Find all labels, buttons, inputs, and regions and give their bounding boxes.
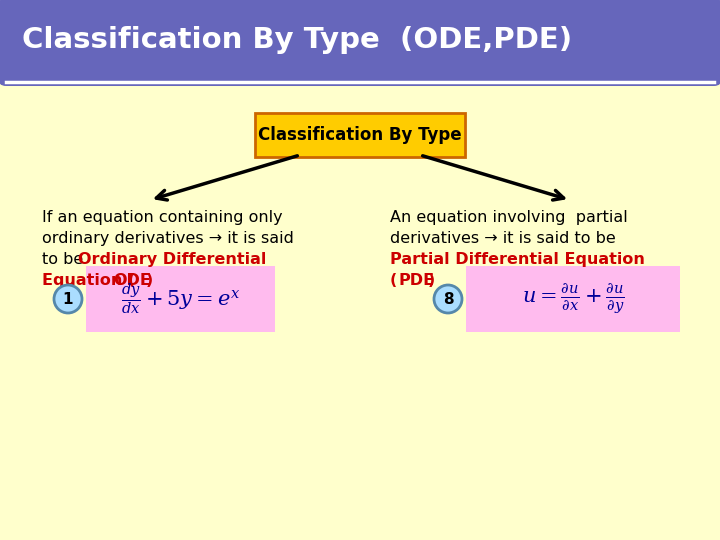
Text: ordinary derivatives → it is said: ordinary derivatives → it is said <box>42 231 294 246</box>
Text: Ordinary Differential: Ordinary Differential <box>78 252 266 267</box>
Bar <box>6 58 714 78</box>
Text: derivatives → it is said to be: derivatives → it is said to be <box>390 231 616 246</box>
Text: Equation (: Equation ( <box>42 273 135 288</box>
Text: (: ( <box>390 273 397 288</box>
Text: to be: to be <box>42 252 89 267</box>
Text: $u = \frac{\partial u}{\partial x} + \frac{\partial u}{\partial y}$: $u = \frac{\partial u}{\partial x} + \fr… <box>521 282 624 316</box>
Text: Classification By Type  (ODE,PDE): Classification By Type (ODE,PDE) <box>22 26 572 54</box>
Text: $\frac{dy}{dx} + 5y = e^x$: $\frac{dy}{dx} + 5y = e^x$ <box>121 281 240 316</box>
Text: PDE: PDE <box>399 273 435 288</box>
Circle shape <box>54 285 82 313</box>
FancyBboxPatch shape <box>466 266 680 332</box>
Text: 1: 1 <box>63 292 73 307</box>
Text: If an equation containing only: If an equation containing only <box>42 210 283 225</box>
Text: Partial Differential Equation: Partial Differential Equation <box>390 252 645 267</box>
FancyBboxPatch shape <box>255 113 465 157</box>
Text: An equation involving  partial: An equation involving partial <box>390 210 628 225</box>
Circle shape <box>434 285 462 313</box>
Text: 8: 8 <box>443 292 454 307</box>
FancyBboxPatch shape <box>0 0 720 86</box>
Text: ODE: ODE <box>113 273 151 288</box>
Text: Classification By Type: Classification By Type <box>258 126 462 144</box>
Text: ): ) <box>428 273 436 288</box>
FancyBboxPatch shape <box>86 266 275 332</box>
Text: ): ) <box>146 273 153 288</box>
